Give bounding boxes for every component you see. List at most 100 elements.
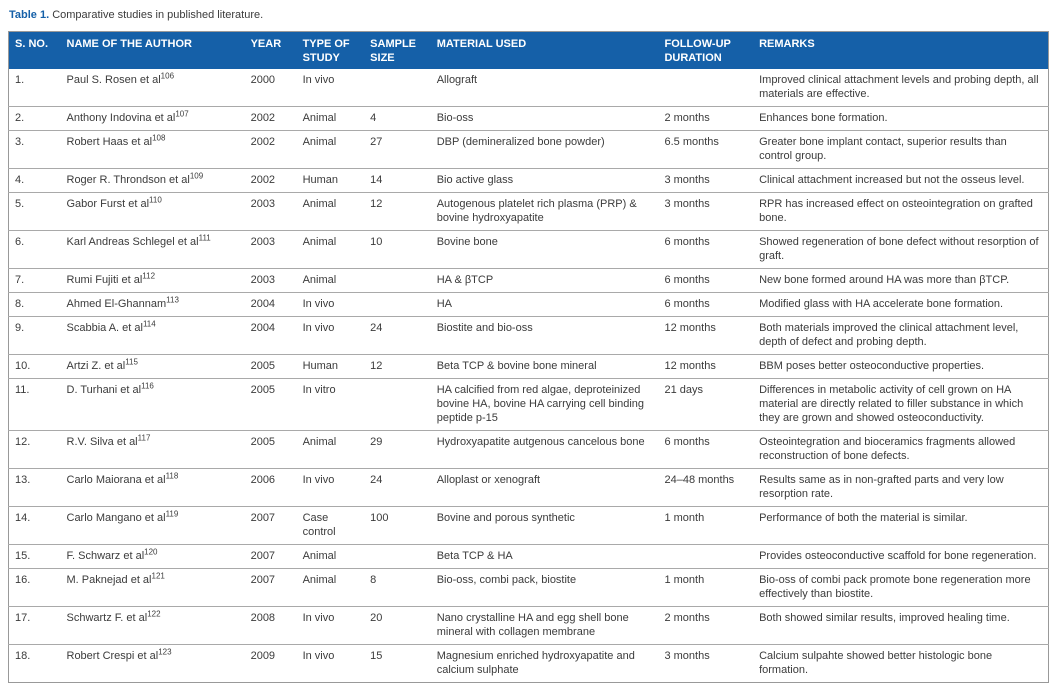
cell-sno: 5. bbox=[8, 192, 61, 231]
cell-followup: 3 months bbox=[658, 644, 754, 683]
cell-type: Animal bbox=[296, 106, 365, 131]
cell-remarks: Performance of both the material is simi… bbox=[753, 506, 1049, 545]
cell-material: Biostite and bio-oss bbox=[430, 316, 659, 355]
cell-author: D. Turhani et al116 bbox=[60, 378, 245, 431]
cell-author: Scabbia A. et al114 bbox=[60, 316, 245, 355]
column-header-remarks: REMARKS bbox=[753, 31, 1049, 69]
cell-material: HA bbox=[430, 292, 659, 317]
cell-sample: 4 bbox=[364, 106, 431, 131]
table-row: 9. Scabbia A. et al114 2004 In vivo 24 Biosti… bbox=[8, 316, 1049, 355]
reference-superscript: 113 bbox=[166, 295, 179, 305]
cell-year: 2005 bbox=[244, 430, 297, 469]
cell-type: In vivo bbox=[302, 74, 335, 86]
cell-material: Bio-oss, combi pack, biostite bbox=[430, 568, 659, 607]
reference-superscript: 112 bbox=[142, 271, 156, 281]
cell-followup bbox=[658, 69, 753, 107]
cell-sno: 17. bbox=[8, 606, 61, 645]
cell-material: Bovine bone bbox=[430, 230, 659, 269]
cell-followup: 1 month bbox=[658, 506, 754, 545]
cell-remarks: Both showed similar results, improved he… bbox=[753, 606, 1049, 645]
cell-author: Carlo Mangano et al119 bbox=[60, 506, 245, 545]
reference-superscript: 108 bbox=[152, 133, 166, 143]
column-header-sno: S. NO. bbox=[8, 31, 61, 69]
cell-followup: 6.5 months bbox=[658, 130, 754, 169]
cell-author: Karl Andreas Schlegel et al111 bbox=[60, 230, 245, 269]
cell-sample: 12 bbox=[364, 192, 431, 231]
cell-remarks: Both materials improved the clinical att… bbox=[753, 316, 1049, 355]
table-row: 6. Karl Andreas Schlegel et al111 2003 Anim… bbox=[8, 230, 1049, 269]
cell-type: In vitro bbox=[296, 378, 365, 431]
cell-sno: 16. bbox=[8, 568, 61, 607]
cell-author: Robert Haas et al108 bbox=[60, 130, 245, 169]
cell-sample bbox=[364, 292, 431, 317]
cell-material: Allograft bbox=[436, 74, 478, 86]
cell-remarks: Modified glass with HA accelerate bone f… bbox=[753, 292, 1049, 317]
cell-material: Beta TCP & bovine bone mineral bbox=[430, 354, 659, 379]
cell-remarks: Enhances bone formation. bbox=[753, 106, 1049, 131]
table-row: 5. Gabor Furst et al110 2003 Animal 12 Autoge… bbox=[8, 192, 1049, 231]
table-row: 14. Carlo Mangano et al119 2007 Case contro… bbox=[8, 506, 1049, 545]
cell-sno: 3. bbox=[8, 130, 61, 169]
cell-type: In vivo bbox=[296, 606, 365, 645]
cell-type: Animal bbox=[296, 430, 365, 469]
table-caption: Table 1. Comparative studies in publishe… bbox=[9, 8, 1049, 22]
cell-followup: 6 months bbox=[658, 292, 754, 317]
cell-sno: 15. bbox=[8, 544, 61, 569]
cell-year: 2003 bbox=[244, 192, 297, 231]
cell-sample: 15 bbox=[364, 644, 431, 683]
table-row: 3. Robert Haas et al108 2002 Animal 27 DBP (d… bbox=[8, 130, 1049, 169]
reference-superscript: 123 bbox=[158, 647, 172, 657]
cell-remarks: RPR has increased effect on osteointegra… bbox=[753, 192, 1049, 231]
cell-material: Beta TCP & HA bbox=[430, 544, 659, 569]
column-header-type: TYPE OF STUDY bbox=[296, 31, 365, 69]
column-header-year: YEAR bbox=[244, 31, 297, 69]
cell-followup: 2 months bbox=[658, 606, 754, 645]
cell-year: 2005 bbox=[244, 378, 297, 431]
cell-followup: 6 months bbox=[658, 268, 754, 293]
cell-sno: 10. bbox=[8, 354, 61, 379]
cell-sample: 29 bbox=[364, 430, 431, 469]
cell-year: 2006 bbox=[244, 468, 297, 507]
cell-year: 2005 bbox=[244, 354, 297, 379]
cell-sample: 14 bbox=[364, 168, 431, 193]
cell-author: F. Schwarz et al120 bbox=[60, 544, 245, 569]
table-row: 17. Schwartz F. et al122 2008 In vivo 20 Nano… bbox=[8, 606, 1049, 645]
cell-remarks: Bio-oss of combi pack promote bone regen… bbox=[753, 568, 1049, 607]
cell-followup: 3 months bbox=[658, 192, 754, 231]
cell-material: Nano crystalline HA and egg shell bone m… bbox=[430, 606, 659, 645]
column-header-followup: FOLLOW-UP DURATION bbox=[658, 31, 754, 69]
cell-sno: 9. bbox=[8, 316, 61, 355]
cell-type: Animal bbox=[296, 230, 365, 269]
cell-year: 2003 bbox=[244, 230, 297, 269]
cell-followup: 24–48 months bbox=[658, 468, 754, 507]
table-row: 2. Anthony Indovina et al107 2002 Animal 4 Bi… bbox=[8, 106, 1049, 131]
cell-type: Animal bbox=[296, 568, 365, 607]
cell-sno: 13. bbox=[8, 468, 61, 507]
cell-sno: 4. bbox=[8, 168, 61, 193]
cell-year: 2004 bbox=[244, 292, 297, 317]
cell-remarks: Differences in metabolic activity of cel… bbox=[753, 378, 1049, 431]
cell-sno: 1. bbox=[15, 74, 25, 86]
cell-material: Magnesium enriched hydroxyapatite and ca… bbox=[430, 644, 659, 683]
cell-author: Schwartz F. et al122 bbox=[60, 606, 245, 645]
table-row: 18. Robert Crespi et al123 2009 In vivo 15 Ma… bbox=[8, 644, 1049, 683]
cell-sample: 27 bbox=[364, 130, 431, 169]
cell-type: Animal bbox=[296, 130, 365, 169]
cell-followup bbox=[658, 544, 754, 569]
cell-material: HA calcified from red algae, deproteiniz… bbox=[430, 378, 659, 431]
cell-followup: 12 months bbox=[658, 354, 754, 379]
cell-sample: 24 bbox=[364, 316, 431, 355]
reference-superscript: 120 bbox=[144, 547, 158, 557]
cell-year: 2002 bbox=[244, 130, 297, 169]
cell-remarks: Clinical attachment increased but not th… bbox=[753, 168, 1049, 193]
cell-sample: 8 bbox=[364, 568, 431, 607]
table-row: 7. Rumi Fujiti et al112 2003 Animal HA & βTC… bbox=[8, 268, 1049, 293]
table-caption-label: Table 1. bbox=[9, 9, 50, 21]
cell-type: In vivo bbox=[296, 316, 365, 355]
cell-material: Hydroxyapatite autgenous cancelous bone bbox=[430, 430, 659, 469]
cell-sample bbox=[364, 268, 431, 293]
table-row: 15. F. Schwarz et al120 2007 Animal Beta TCP… bbox=[8, 544, 1049, 569]
reference-superscript: 109 bbox=[189, 171, 204, 181]
cell-material: Alloplast or xenograft bbox=[430, 468, 659, 507]
table-row: 11. D. Turhani et al116 2005 In vitro HA cal… bbox=[8, 378, 1049, 431]
